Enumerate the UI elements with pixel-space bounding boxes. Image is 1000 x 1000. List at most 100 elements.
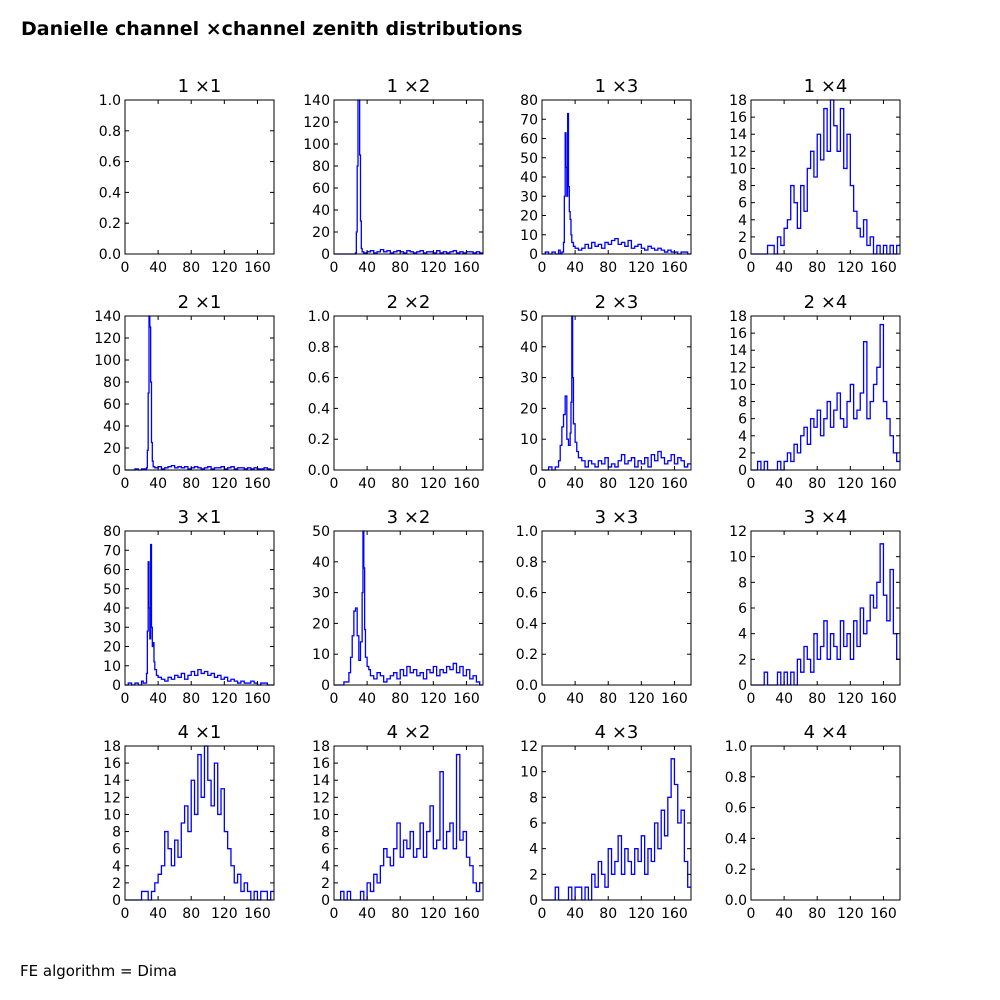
subplot-title: 4 ×3 bbox=[595, 722, 639, 743]
histogram-series bbox=[542, 315, 691, 471]
x-tick-label: 40 bbox=[358, 906, 376, 922]
x-tick-label: 120 bbox=[628, 260, 655, 276]
y-tick-label: 12 bbox=[520, 739, 538, 755]
x-tick-label: 0 bbox=[330, 691, 339, 707]
axes-frame bbox=[124, 315, 275, 471]
x-tick-label: 160 bbox=[661, 906, 688, 922]
y-tick-label: 50 bbox=[312, 524, 330, 540]
y-tick-label: 30 bbox=[520, 189, 538, 205]
x-tick-label: 120 bbox=[837, 906, 864, 922]
subplot-title: 2 ×1 bbox=[178, 292, 222, 313]
y-tick-label: 0 bbox=[738, 463, 747, 479]
x-tick-label: 80 bbox=[391, 906, 409, 922]
x-tick-label: 120 bbox=[837, 476, 864, 492]
subplot-10: 3 ×2 0 40 80 120 160 0 10 20 30 40 50 bbox=[312, 507, 484, 707]
x-tick-label: 40 bbox=[149, 476, 167, 492]
y-tick-label: 2 bbox=[321, 876, 330, 892]
y-tick-label: 10 bbox=[520, 228, 538, 244]
subplot-title: 1 ×4 bbox=[804, 76, 848, 97]
y-tick-label: 14 bbox=[103, 773, 121, 789]
y-tick-label: 0 bbox=[112, 678, 121, 694]
x-tick-label: 0 bbox=[538, 260, 547, 276]
x-tick-label: 80 bbox=[599, 260, 617, 276]
subplot-6: 2 ×2 0 40 80 120 160 0.0 0.2 0.4 0.6 0.8 1.0 bbox=[308, 292, 484, 492]
y-tick-label: 0 bbox=[112, 893, 121, 909]
x-tick-label: 160 bbox=[661, 476, 688, 492]
axes-frame bbox=[333, 745, 484, 901]
axes-frame bbox=[750, 745, 901, 901]
subplot-title: 3 ×1 bbox=[178, 507, 222, 528]
axes-frame bbox=[541, 530, 692, 686]
x-tick-label: 80 bbox=[599, 476, 617, 492]
y-tick-label: 0.4 bbox=[725, 831, 747, 847]
y-tick-label: 12 bbox=[729, 524, 747, 540]
y-tick-label: 0.8 bbox=[725, 770, 747, 786]
y-tick-label: 1.0 bbox=[308, 309, 330, 325]
x-tick-label: 80 bbox=[808, 906, 826, 922]
y-tick-label: 8 bbox=[738, 395, 747, 411]
y-tick-label: 0.0 bbox=[516, 678, 538, 694]
y-tick-label: 0.8 bbox=[99, 124, 121, 140]
x-tick-label: 0 bbox=[747, 476, 756, 492]
y-tick-label: 16 bbox=[729, 110, 747, 126]
y-tick-label: 40 bbox=[103, 601, 121, 617]
y-tick-label: 0.4 bbox=[99, 185, 121, 201]
subplot-16: 4 ×4 0 40 80 120 160 0.0 0.2 0.4 0.6 0.8 1.0 bbox=[725, 722, 901, 922]
x-tick-label: 40 bbox=[566, 906, 584, 922]
histogram-series bbox=[125, 745, 274, 901]
y-tick-label: 4 bbox=[112, 859, 121, 875]
y-tick-label: 10 bbox=[520, 765, 538, 781]
y-tick-label: 0.2 bbox=[99, 216, 121, 232]
subplot-title: 4 ×4 bbox=[804, 722, 848, 743]
histogram-series bbox=[751, 99, 900, 255]
y-tick-label: 20 bbox=[520, 401, 538, 417]
y-tick-label: 0.2 bbox=[725, 862, 747, 878]
x-tick-label: 120 bbox=[420, 260, 447, 276]
x-tick-label: 40 bbox=[149, 906, 167, 922]
y-tick-label: 6 bbox=[112, 842, 121, 858]
x-tick-label: 40 bbox=[775, 260, 793, 276]
y-tick-label: 40 bbox=[520, 170, 538, 186]
subplot-5: 2 ×1 0 40 80 120 160 0 20 40 60 80 100 120 140 bbox=[94, 292, 275, 492]
y-tick-label: 8 bbox=[738, 575, 747, 591]
x-tick-label: 40 bbox=[775, 691, 793, 707]
x-tick-label: 0 bbox=[330, 476, 339, 492]
subplot-title: 2 ×2 bbox=[387, 292, 431, 313]
y-tick-label: 10 bbox=[520, 432, 538, 448]
y-tick-label: 12 bbox=[729, 360, 747, 376]
subplot-title: 3 ×3 bbox=[595, 507, 639, 528]
y-tick-label: 80 bbox=[520, 93, 538, 109]
y-tick-label: 140 bbox=[94, 309, 121, 325]
x-tick-label: 0 bbox=[747, 260, 756, 276]
y-tick-label: 2 bbox=[738, 652, 747, 668]
x-tick-label: 160 bbox=[244, 906, 271, 922]
y-tick-label: 40 bbox=[312, 203, 330, 219]
y-tick-label: 8 bbox=[738, 179, 747, 195]
y-tick-label: 70 bbox=[520, 112, 538, 128]
x-tick-label: 160 bbox=[453, 691, 480, 707]
subplot-15: 4 ×3 0 40 80 120 160 0 2 4 6 8 10 12 bbox=[520, 722, 692, 922]
x-tick-label: 160 bbox=[870, 691, 897, 707]
x-tick-label: 120 bbox=[837, 691, 864, 707]
y-tick-label: 20 bbox=[103, 441, 121, 457]
y-tick-label: 20 bbox=[103, 640, 121, 656]
y-tick-label: 50 bbox=[520, 309, 538, 325]
y-tick-label: 0.0 bbox=[725, 893, 747, 909]
y-tick-label: 6 bbox=[738, 196, 747, 212]
y-tick-label: 0.2 bbox=[516, 647, 538, 663]
y-tick-label: 10 bbox=[729, 377, 747, 393]
x-tick-label: 160 bbox=[661, 260, 688, 276]
figure-title: Danielle channel ×channel zenith distrib… bbox=[21, 18, 523, 40]
y-tick-label: 140 bbox=[303, 93, 330, 109]
subplot-title: 1 ×1 bbox=[178, 76, 222, 97]
y-tick-label: 6 bbox=[529, 816, 538, 832]
histogram-series bbox=[751, 323, 900, 471]
y-tick-label: 18 bbox=[312, 739, 330, 755]
histogram-series bbox=[542, 112, 691, 255]
y-tick-label: 12 bbox=[729, 144, 747, 160]
y-tick-label: 10 bbox=[312, 807, 330, 823]
